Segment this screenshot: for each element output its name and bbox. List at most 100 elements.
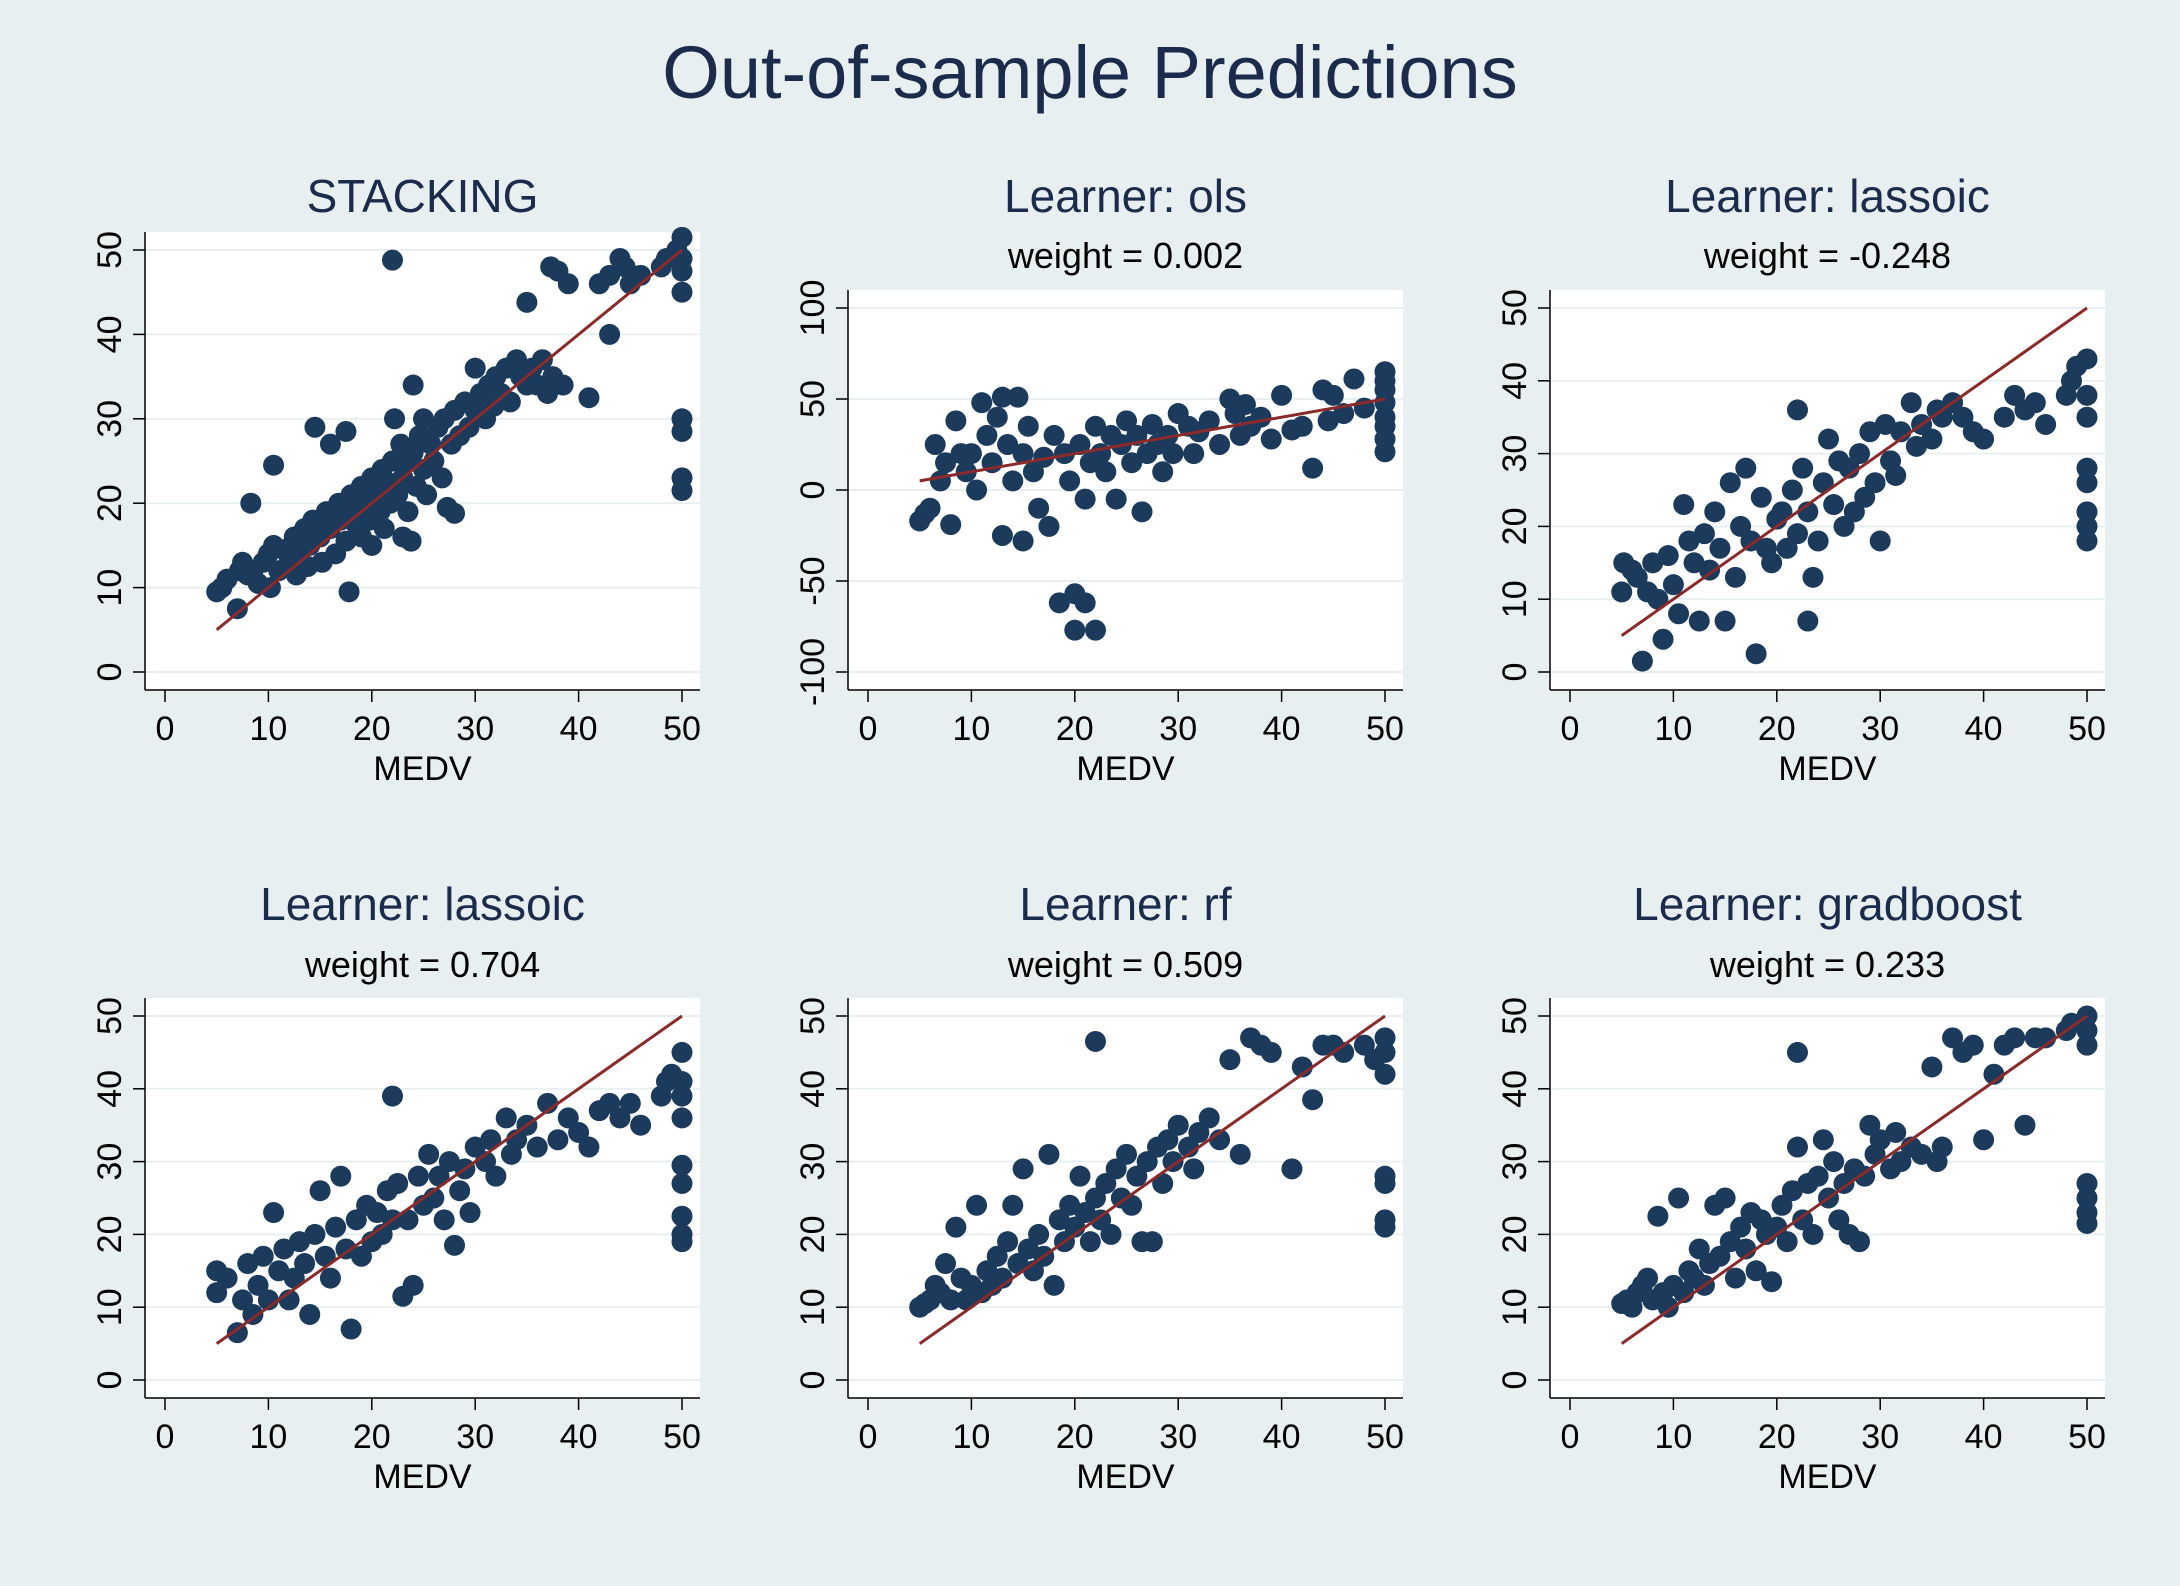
data-point [304,416,326,438]
data-point [1786,1041,1808,1063]
data-point [1012,1158,1034,1180]
data-point [373,518,395,540]
y-tick-label: 10 [91,569,129,607]
x-axis-label: MEDV [1076,750,1175,788]
data-point [1719,472,1741,494]
data-point [1198,410,1220,432]
y-tick-label: 30 [91,400,129,438]
data-point [1302,1089,1324,1111]
y-tick-label: 20 [91,1215,129,1253]
data-point [1647,1205,1669,1227]
x-tick-label: 20 [1056,1418,1094,1456]
data-point [537,382,559,404]
data-point [2076,406,2098,428]
data-point [1374,1216,1396,1238]
data-point [671,281,693,303]
data-point [431,467,453,489]
data-point [1647,588,1669,610]
data-point [1095,461,1117,483]
data-point [2076,530,2098,552]
data-point [671,420,693,442]
data-point [1084,1187,1106,1209]
fit-line [918,1014,1386,1345]
data-point [2076,457,2098,479]
data-point [361,534,383,556]
data-point [330,1165,352,1187]
data-point [986,406,1008,428]
data-point [1771,1194,1793,1216]
y-tick-label: 50 [91,997,129,1035]
data-point [402,374,424,396]
data-point [1043,1274,1065,1296]
data-point [2076,1187,2098,1209]
data-point [325,1216,347,1238]
data-point [1162,1151,1184,1173]
x-axis-label: MEDV [1778,1458,1877,1496]
x-tick-label: 50 [1366,1418,1404,1456]
data-point [1611,581,1633,603]
data-point [495,1107,517,1129]
data-point [2076,1034,2098,1056]
y-tick-label: 100 [794,280,832,337]
data-point [397,501,419,523]
data-point [428,1165,450,1187]
x-tick-label: 50 [2068,710,2106,748]
data-point [671,226,693,248]
x-tick-label: 30 [456,1418,494,1456]
data-point [1033,446,1055,468]
data-point [319,433,341,455]
data-point [1724,566,1746,588]
data-point [1121,452,1143,474]
x-tick-label: 10 [952,710,990,748]
data-point [568,1121,590,1143]
data-point [338,581,360,603]
y-tick-label: 50 [794,380,832,418]
y-tick-label: 30 [1496,435,1534,473]
data-point [247,1274,269,1296]
data-point [1038,1143,1060,1165]
data-point [1007,386,1029,408]
data-point [1885,1121,1907,1143]
data-point [1374,1063,1396,1085]
data-point [1152,1172,1174,1194]
data-point [1084,1030,1106,1052]
y-tick-label: 20 [1496,1215,1534,1253]
data-point [294,1253,316,1275]
data-point [2004,384,2026,406]
data-point [1079,1231,1101,1253]
data-point [1209,434,1231,455]
data-point [1219,1049,1241,1071]
data-point [1074,488,1096,510]
data-point [1668,603,1690,625]
data-point [1095,1172,1117,1194]
panel-6: Learner: gradboost weight = 0.233 0 10 20 30 4… [1496,878,2106,1496]
y-tick-label: 40 [1496,1070,1534,1108]
x-tick-label: 50 [663,1418,701,1456]
data-point [397,1209,419,1231]
data-point [1828,1209,1850,1231]
panel-subtitle: weight = 0.233 [1709,944,1945,985]
data-point [547,1129,569,1151]
x-tick-label: 0 [859,1418,878,1456]
data-point [1116,410,1137,432]
data-point [1183,443,1205,465]
data-point [516,291,538,313]
data-point [1374,392,1396,414]
data-point [1353,1034,1375,1056]
data-point [1657,1296,1679,1318]
data-point [1890,1151,1912,1173]
data-point [599,1092,621,1114]
data-point [1100,1223,1122,1245]
data-point [1993,406,2015,428]
data-point [1074,592,1096,614]
x-tick-label: 20 [1056,710,1094,748]
x-tick-label: 40 [560,710,598,748]
data-point [1786,1136,1808,1158]
data-point [1012,443,1034,465]
data-point [609,1107,631,1129]
data-point [671,1041,693,1063]
main-title: Out-of-sample Predictions [662,31,1518,114]
data-point [1198,1107,1220,1129]
data-point [991,386,1013,408]
data-point [335,420,357,442]
